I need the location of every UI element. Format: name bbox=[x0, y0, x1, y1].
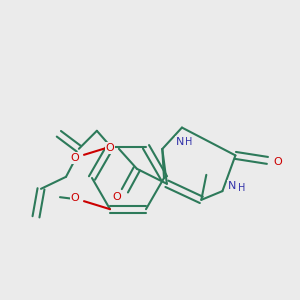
Text: O: O bbox=[112, 192, 121, 202]
Text: N: N bbox=[176, 136, 184, 147]
Text: O: O bbox=[70, 193, 80, 203]
Text: O: O bbox=[70, 153, 80, 163]
Text: N: N bbox=[228, 181, 237, 191]
Text: O: O bbox=[106, 143, 114, 153]
Text: H: H bbox=[238, 183, 245, 193]
Text: H: H bbox=[185, 136, 193, 147]
Text: O: O bbox=[273, 158, 282, 167]
